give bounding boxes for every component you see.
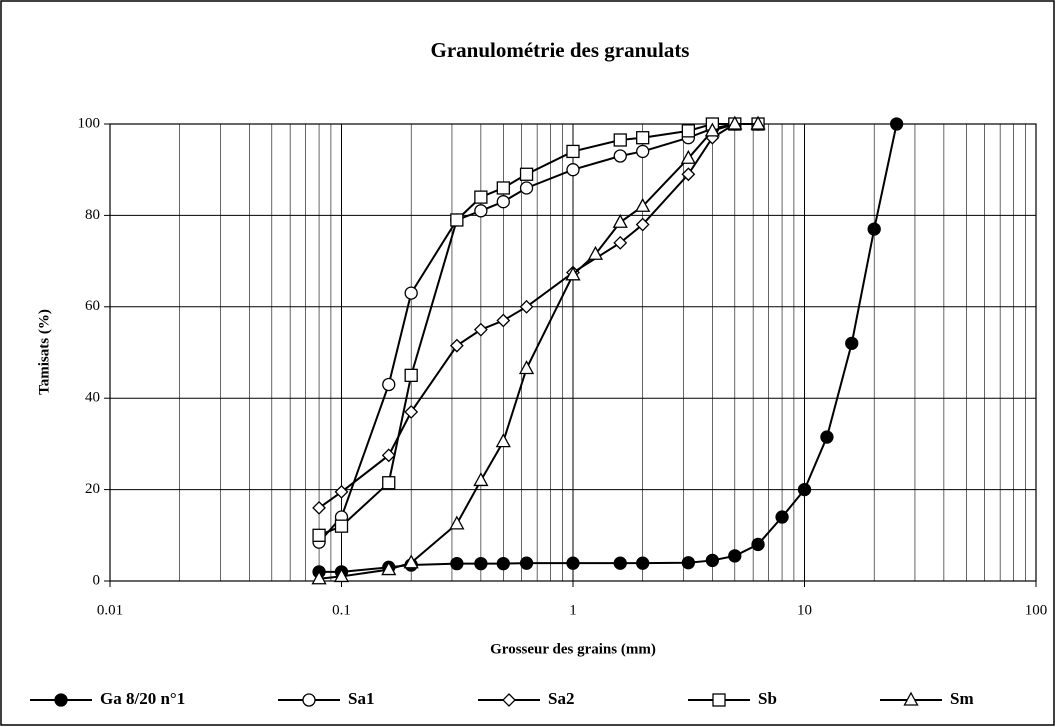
data-point — [473, 322, 488, 337]
data-point — [820, 430, 834, 444]
data-point — [613, 149, 627, 163]
data-point — [750, 115, 766, 130]
y-tick-label: 100 — [78, 115, 101, 131]
data-point — [312, 528, 326, 542]
data-point — [636, 131, 650, 145]
data-point — [450, 556, 464, 571]
data-point — [635, 197, 651, 212]
data-point — [496, 181, 510, 195]
data-point — [404, 404, 419, 419]
legend-marker — [903, 691, 919, 706]
legend-marker — [302, 693, 316, 707]
x-tick-label: 0.01 — [97, 602, 123, 618]
chart-title: Granulométrie des granulats — [431, 38, 690, 62]
legend-marker — [712, 693, 726, 707]
data-point — [704, 122, 720, 137]
data-point — [382, 476, 396, 490]
data-point — [518, 360, 535, 375]
data-point — [587, 245, 604, 260]
data-point — [495, 433, 511, 448]
legend-marker — [502, 693, 516, 707]
y-axis-label: Tamisats (%) — [36, 309, 52, 395]
data-point — [797, 482, 812, 497]
data-point — [728, 549, 742, 563]
x-tick-label: 10 — [797, 602, 812, 618]
x-axis-label: Grosseur des grains (mm) — [490, 641, 656, 657]
data-point — [727, 115, 743, 130]
data-point — [496, 556, 510, 571]
legend-label: Ga 8/20 n°1 — [100, 689, 185, 708]
data-point — [404, 368, 418, 383]
data-point — [612, 213, 628, 228]
data-point — [845, 336, 859, 351]
data-point — [519, 299, 534, 314]
data-point — [519, 167, 534, 181]
data-point — [635, 217, 650, 232]
data-point — [381, 561, 397, 576]
series-line — [318, 123, 759, 580]
data-point — [334, 484, 349, 499]
data-point — [381, 448, 396, 463]
x-tick-label: 100 — [1025, 602, 1048, 618]
data-point — [473, 472, 489, 487]
data-point — [775, 510, 789, 524]
data-point — [474, 556, 488, 571]
data-point — [382, 377, 396, 392]
data-point — [681, 167, 696, 182]
data-point — [566, 163, 580, 177]
data-point — [867, 222, 881, 236]
data-point — [496, 195, 510, 209]
x-tick-label: 0.1 — [332, 602, 351, 618]
data-point — [450, 213, 464, 227]
data-point — [474, 190, 488, 204]
data-point — [519, 181, 534, 195]
data-point — [404, 286, 418, 300]
data-point — [566, 556, 580, 570]
legend-label: Sb — [758, 689, 777, 708]
data-point — [889, 117, 904, 131]
y-tick-label: 80 — [85, 207, 100, 223]
y-tick-label: 0 — [93, 572, 101, 588]
data-point — [680, 149, 696, 164]
legend-label: Sa1 — [348, 689, 374, 708]
data-point — [312, 500, 326, 515]
data-point — [403, 554, 419, 569]
data-point — [474, 204, 488, 218]
data-point — [449, 515, 465, 530]
data-point — [681, 124, 696, 138]
data-point — [566, 144, 580, 159]
data-point — [565, 266, 581, 281]
y-tick-label: 40 — [85, 390, 100, 406]
data-point — [496, 313, 511, 328]
legend-label: Sm — [950, 689, 974, 708]
data-point — [613, 235, 628, 250]
data-point — [333, 568, 350, 583]
legend-label: Sa2 — [548, 689, 574, 708]
data-point — [681, 556, 696, 570]
data-point — [636, 144, 650, 159]
x-tick-label: 1 — [569, 602, 577, 618]
data-point — [334, 519, 349, 533]
data-point — [751, 537, 765, 552]
data-point — [613, 133, 627, 147]
y-tick-label: 60 — [85, 298, 100, 314]
data-point — [636, 556, 650, 570]
data-point — [705, 553, 720, 568]
data-point — [449, 338, 464, 353]
data-point — [519, 556, 534, 570]
data-point — [311, 570, 327, 585]
plot-frame — [109, 123, 1037, 582]
legend-marker — [54, 693, 68, 707]
data-point — [613, 556, 627, 570]
y-tick-label: 20 — [85, 481, 100, 497]
